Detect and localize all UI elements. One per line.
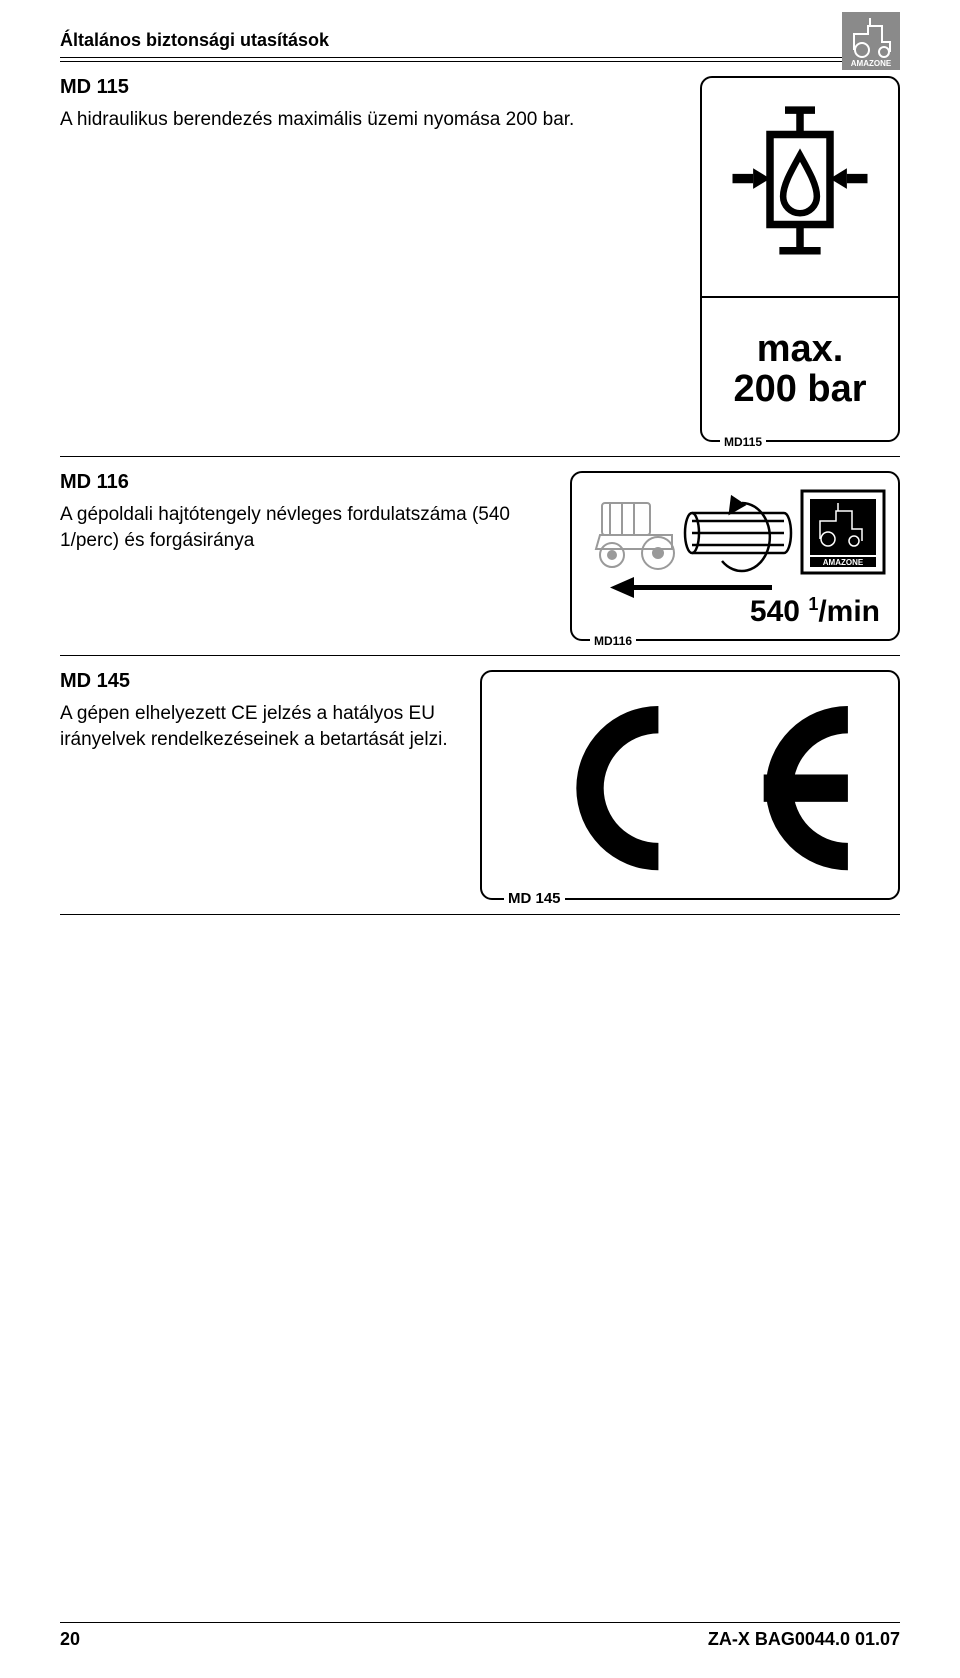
section-md116: MD 116 A gépoldali hajtótengely névleges… [60,457,900,655]
md115-body: A hidraulikus berendezés maximális üzemi… [60,107,640,133]
section-md145: MD 145 A gépen elhelyezett CE jelzés a h… [60,656,900,914]
page-number: 20 [60,1629,80,1650]
md145-caption: MD 145 [504,890,565,907]
md145-placard: MD 145 [480,670,900,900]
doc-id: ZA-X BAG0044.0 01.07 [708,1629,900,1650]
divider [60,57,900,58]
md115-placard: max. 200 bar MD115 [700,76,900,442]
md145-body: A gépen elhelyezett CE jelzés a hatályos… [60,701,460,752]
logo-caption: AMAZONE [851,59,892,68]
md115-heading: MD 115 [60,76,640,99]
page-header-title: Általános biztonsági utasítások [60,30,900,57]
md115-max-label: max. [757,330,844,370]
md116-caption: MD116 [590,634,636,648]
md145-heading: MD 145 [60,670,460,693]
md116-rpm-value: 540 1/min [750,594,880,629]
divider [60,914,900,915]
md115-caption: MD115 [720,435,766,449]
md115-pressure-value: 200 bar [733,370,866,410]
hydraulic-pressure-icon [725,92,875,282]
page-footer: 20 ZA-X BAG0044.0 01.07 [60,1622,900,1650]
svg-text:AMAZONE: AMAZONE [823,558,864,567]
section-md115: MD 115 A hidraulikus berendezés maximáli… [60,62,900,456]
md116-heading: MD 116 [60,471,550,494]
brand-logo: AMAZONE [842,12,900,75]
md116-body: A gépoldali hajtótengely névleges fordul… [60,502,550,553]
ce-mark-icon [500,685,880,885]
md116-placard: AMAZONE 540 1/min MD116 [570,471,900,641]
